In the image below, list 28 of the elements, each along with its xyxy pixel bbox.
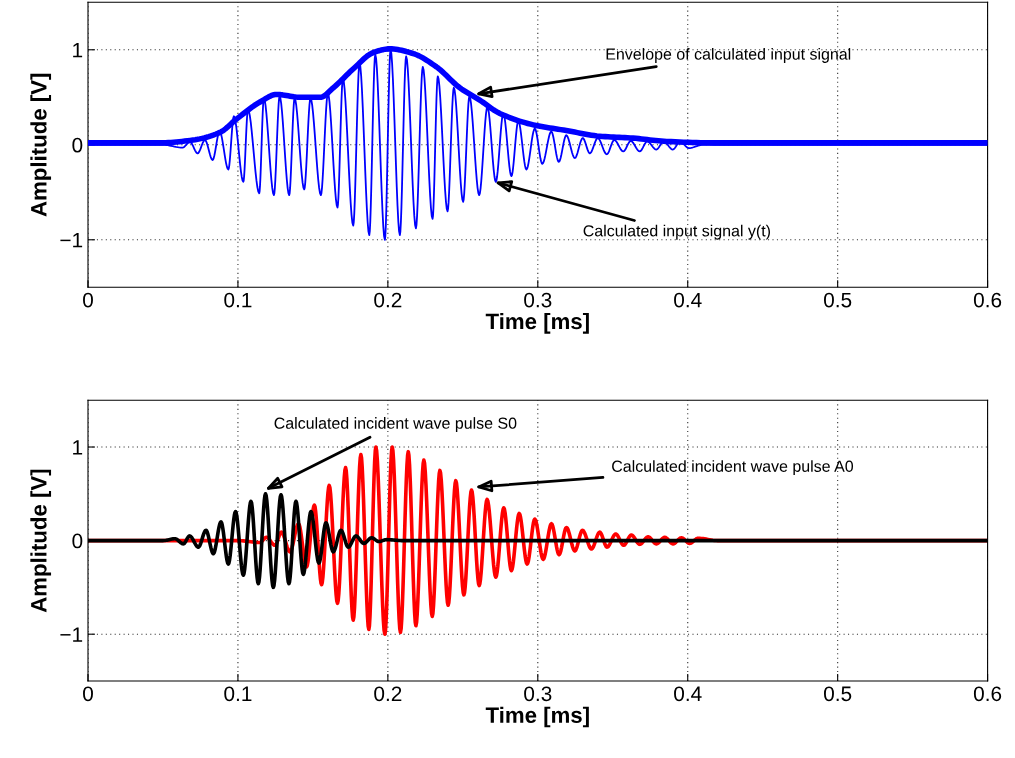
annotation: Calculated input signal y(t) <box>583 224 770 240</box>
x-tick-label: 0.1 <box>224 292 252 308</box>
y-tick-label: 0 <box>72 137 83 153</box>
x-tick-label: 0.2 <box>374 292 402 308</box>
x-tick-label: 0.4 <box>674 292 702 308</box>
y-axis-title: Amplitude [V] <box>30 73 52 217</box>
x-axis-title: Time [ms] <box>485 312 589 334</box>
x-tick-label: 0.3 <box>524 292 552 308</box>
annotation: Calculated incident wave pulse S0 <box>274 417 517 432</box>
x-tick-label: 0.3 <box>524 686 552 702</box>
x-tick-label: 0 <box>83 292 93 308</box>
y-axis-title: Amplitude [V] <box>30 469 52 613</box>
annotation: Envelope of calculated input signal <box>606 48 851 63</box>
annotation: Calculated incident wave pulse A0 <box>612 460 854 476</box>
x-tick-label: 0.2 <box>374 686 402 702</box>
x-tick-label: 0 <box>83 686 93 702</box>
y-tick-label: 1 <box>73 440 83 455</box>
x-tick-label: 0.5 <box>824 686 852 702</box>
x-tick-label: 0.5 <box>824 292 852 308</box>
x-tick-label: 0.6 <box>973 292 1002 308</box>
y-tick-label: −1 <box>60 627 83 642</box>
x-tick-label: 0.6 <box>973 686 1002 702</box>
y-tick-label: 0 <box>72 533 83 549</box>
y-tick-label: 1 <box>73 42 83 58</box>
x-tick-label: 0.4 <box>674 686 702 702</box>
y-tick-label: −1 <box>60 233 83 248</box>
x-tick-label: 0.1 <box>224 686 252 702</box>
x-axis-title: Time [ms] <box>485 706 589 728</box>
